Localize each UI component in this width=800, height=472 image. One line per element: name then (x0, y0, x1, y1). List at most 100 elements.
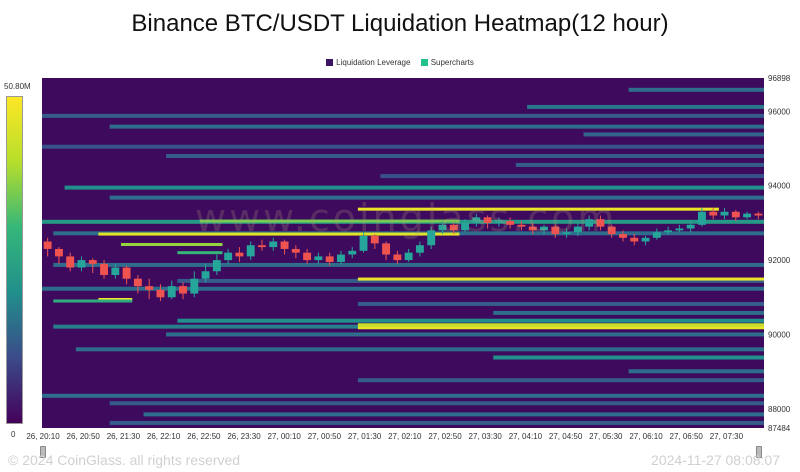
watermark: www.coinglass.com (195, 196, 618, 240)
y-axis: 96898 96000 94000 92000 90000 88000 87484 (768, 74, 791, 433)
x-tick-label: 26, 22:50 (187, 432, 221, 441)
legend-swatch-supercharts (420, 59, 428, 66)
range-slider-right-handle[interactable] (756, 446, 762, 458)
candle-body (596, 219, 605, 227)
liquidation-band (493, 355, 764, 360)
candle-body (314, 256, 323, 261)
candle-body (348, 250, 357, 255)
candle-body (461, 222, 469, 231)
candle-body (111, 267, 120, 275)
liquidation-band (515, 162, 764, 167)
y-tick-label: 87484 (768, 424, 791, 433)
plot-background (42, 78, 764, 428)
y-tick-label: 88000 (768, 405, 791, 414)
liquidation-band (628, 369, 764, 374)
candle-body (731, 211, 740, 218)
liquidation-band (109, 420, 764, 425)
liquidation-band (75, 347, 764, 352)
liquidation-band (493, 310, 764, 315)
candle-body (201, 271, 210, 279)
x-tick-label: 26, 20:10 (26, 432, 60, 441)
liquidation-band (42, 144, 764, 149)
candle-body (438, 224, 447, 231)
liquidation-band (527, 104, 764, 109)
candle-body (224, 252, 233, 261)
candle-body (88, 260, 97, 264)
candle-body (156, 289, 165, 298)
x-tick-label: 27, 02:50 (428, 432, 462, 441)
candle-body (664, 230, 673, 233)
highlight-band (357, 326, 764, 330)
liquidation-band (166, 332, 764, 337)
candle-body (709, 211, 718, 216)
x-tick-label: 27, 00:50 (308, 432, 342, 441)
x-tick-label: 27, 06:10 (629, 432, 663, 441)
highlight-band (53, 299, 133, 303)
candle-body (235, 252, 244, 257)
x-tick-label: 27, 04:50 (549, 432, 583, 441)
candle-body (145, 286, 154, 290)
candle-body (698, 211, 706, 225)
candle-body (359, 235, 368, 251)
candle-body (100, 263, 108, 275)
liquidation-band (357, 378, 764, 383)
candle-body (54, 248, 63, 257)
x-tick-label: 26, 22:10 (147, 432, 181, 441)
legend-item-supercharts[interactable]: Supercharts (420, 58, 474, 67)
colorbar-max-label: 50.80M (4, 82, 31, 91)
candle-body (393, 254, 402, 261)
candle-body (652, 232, 661, 238)
candle-body (562, 232, 571, 235)
range-slider-left-handle[interactable] (40, 446, 46, 458)
liquidation-band (109, 401, 764, 406)
colorbar-min-label: 0 (11, 430, 16, 439)
candle-body (291, 248, 300, 253)
liquidation-band (177, 318, 764, 323)
candle-body (528, 226, 537, 231)
liquidation-band (42, 286, 764, 291)
highlight-band (177, 251, 223, 255)
y-tick-label: 92000 (768, 256, 791, 265)
x-tick-label: 26, 20:50 (67, 432, 101, 441)
x-tick-label: 27, 01:30 (348, 432, 382, 441)
liquidation-band (42, 113, 764, 118)
candle-body (122, 267, 131, 279)
candle-body (483, 217, 492, 223)
y-tick-label: 94000 (768, 182, 791, 191)
highlight-band (357, 277, 764, 281)
liquidation-band (166, 154, 764, 159)
highlight-band (357, 207, 719, 211)
x-tick-label: 27, 03:30 (469, 432, 503, 441)
candle-body (472, 217, 481, 223)
x-tick-label: 27, 04:10 (509, 432, 543, 441)
x-tick-label: 27, 02:10 (388, 432, 422, 441)
liquidation-band (64, 185, 764, 190)
x-axis: 26, 20:10 26, 20:50 26, 21:30 26, 22:10 26, … (26, 432, 743, 441)
highlight-bands (53, 207, 764, 330)
candle-body (641, 237, 650, 242)
legend-label-supercharts: Supercharts (430, 58, 474, 67)
candle-body (43, 241, 52, 249)
legend-item-liquidation-leverage[interactable]: Liquidation Leverage (326, 58, 410, 67)
candle-body (382, 243, 391, 255)
candle-body (280, 241, 289, 249)
footer-copyright: © 2024 CoinGlass. all rights reserved (8, 452, 241, 468)
liquidation-band (53, 262, 764, 267)
candle-body (540, 226, 548, 231)
liquidation-band (42, 393, 764, 398)
legend: Liquidation Leverage Supercharts (0, 58, 800, 68)
candle-body (190, 278, 199, 294)
candle-body (720, 211, 729, 216)
liquidation-band (628, 87, 764, 92)
y-tick-label: 96898 (768, 74, 791, 83)
liquidation-band (583, 132, 764, 137)
candle-body (754, 213, 763, 216)
liquidation-band (357, 301, 764, 306)
candle-body (246, 245, 255, 257)
candle-body (675, 228, 684, 231)
liquidation-band (380, 174, 764, 179)
candle-body (133, 278, 142, 287)
candle-body (619, 234, 627, 238)
candle-body (686, 224, 695, 229)
